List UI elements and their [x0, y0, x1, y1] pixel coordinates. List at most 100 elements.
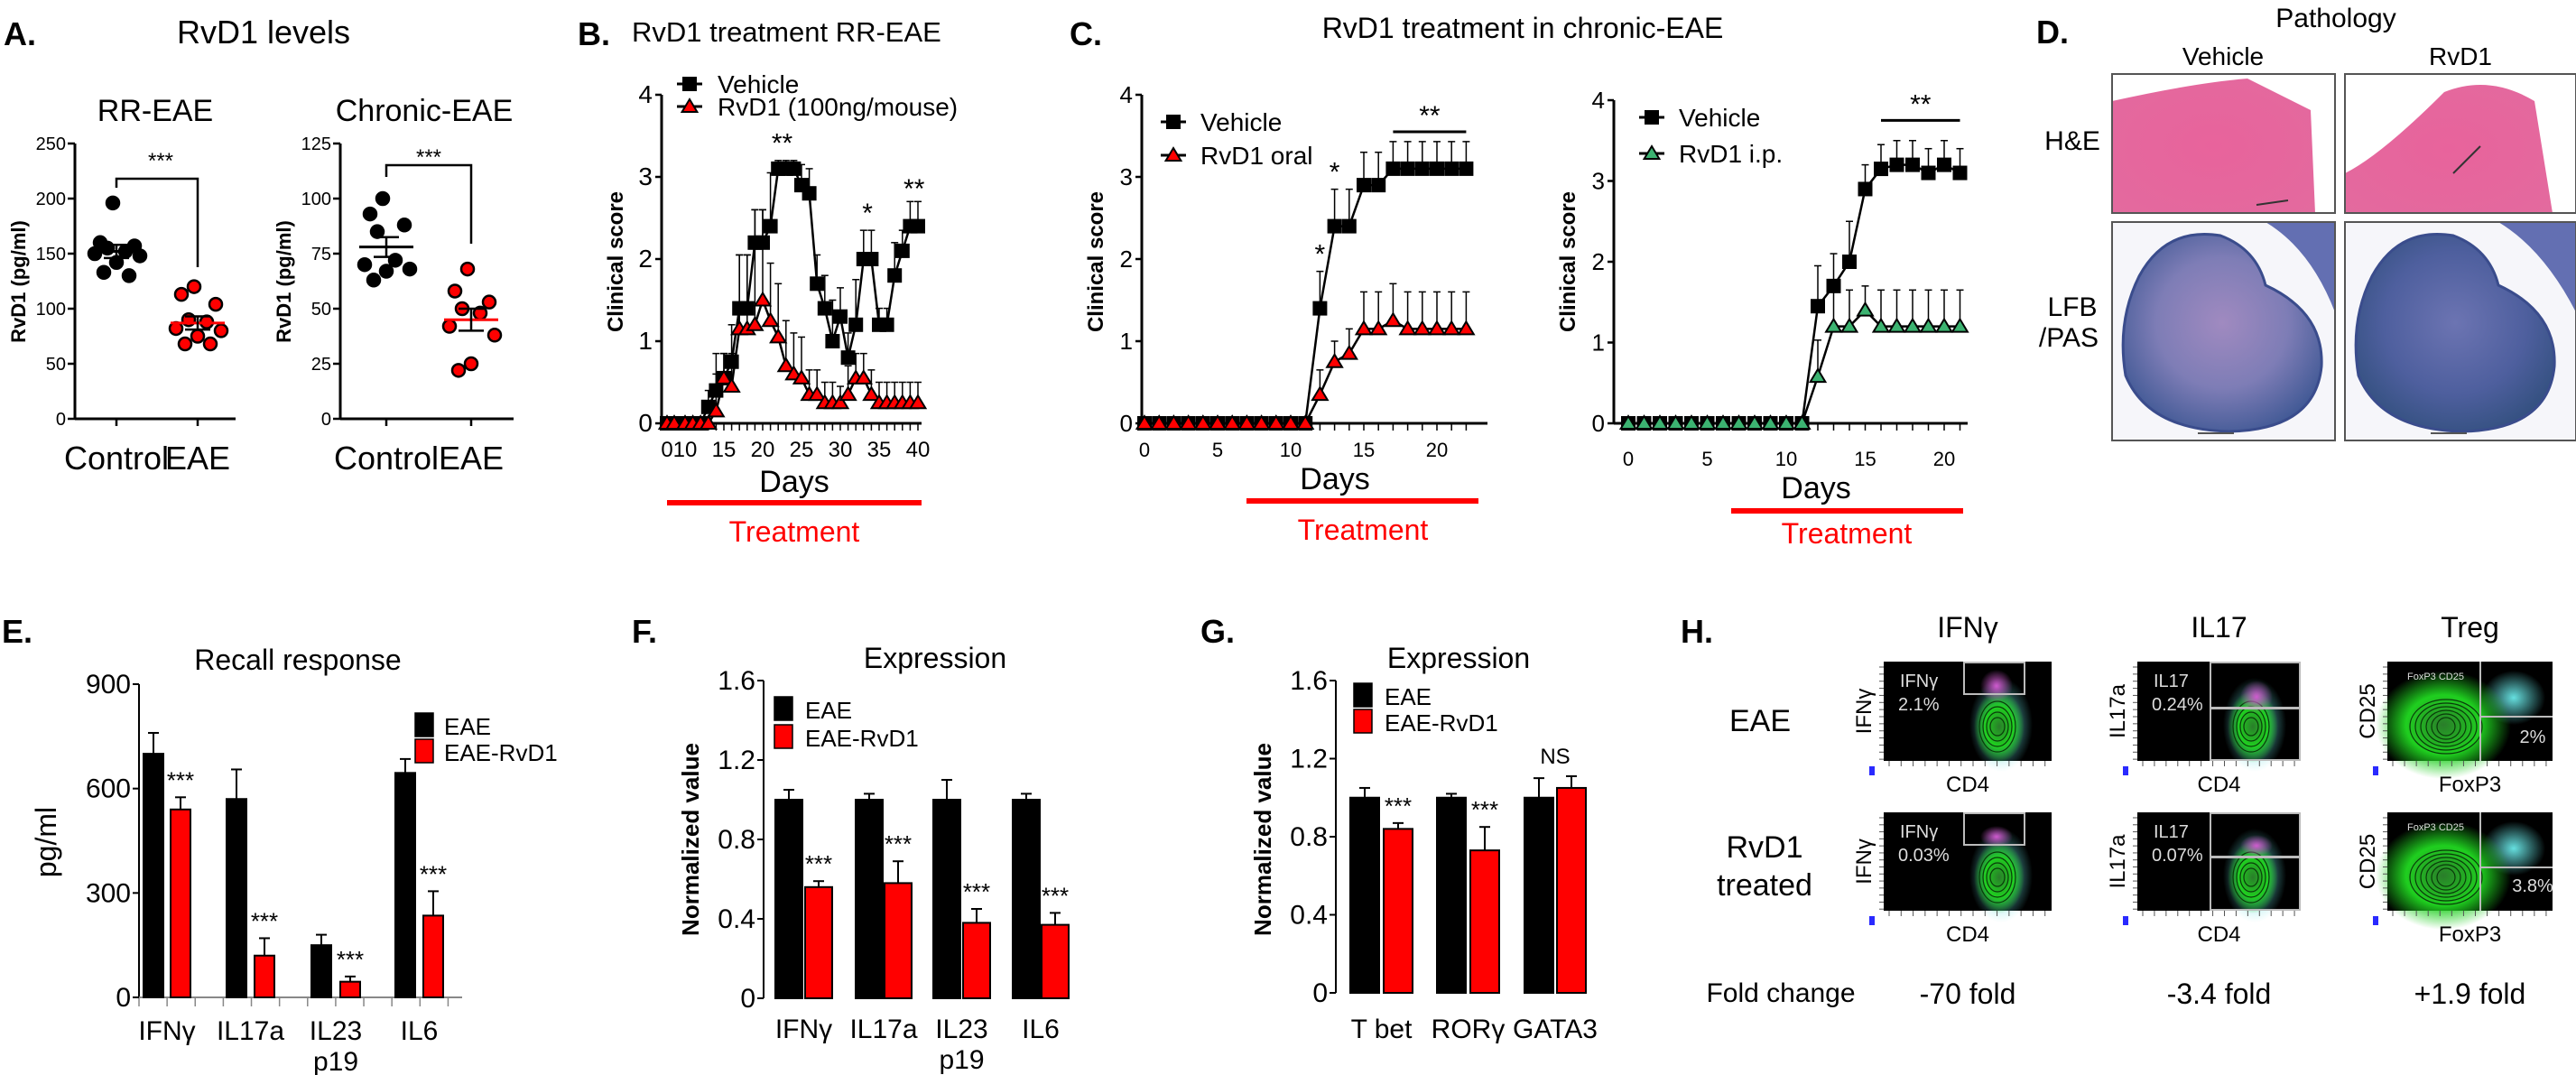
data-point-triangle: [1618, 414, 1638, 430]
contour-line: [2414, 853, 2478, 902]
data-point-triangle: [1666, 414, 1685, 430]
data-point-triangle: [839, 385, 857, 402]
chart-title: Expression: [1387, 642, 1530, 674]
data-point-triangle: [664, 414, 684, 430]
y-tick-label: 2: [638, 245, 653, 273]
contour-line: [2243, 717, 2259, 737]
x-tick-label: 0: [1623, 448, 1634, 470]
y-tick-label: 2: [1592, 248, 1605, 275]
significance-label: ***: [1042, 882, 1069, 909]
data-point-square: [1385, 161, 1401, 176]
y-tick-label: 50: [46, 355, 66, 375]
x-tick-label: 10: [1775, 448, 1797, 470]
bar: [884, 882, 913, 1000]
spinal-cord-section: [2121, 233, 2323, 433]
data-point-square: [1357, 178, 1371, 193]
data-point: [208, 296, 224, 312]
data-point: [96, 264, 112, 280]
data-point-triangle: [769, 328, 788, 344]
x-tick-label: IL17a: [217, 1016, 284, 1046]
x-tick-label: 15: [1353, 439, 1375, 461]
data-point-square: [1952, 165, 1968, 181]
data-point-square: [1842, 255, 1857, 269]
data-point-triangle: [1934, 317, 1954, 333]
y-tick-label: 0.8: [1290, 822, 1328, 852]
fold-change-value: +1.9 fold: [2414, 978, 2526, 1010]
x-tick-label: EAE: [439, 440, 504, 477]
data-point-square: [786, 161, 802, 176]
data-point: [177, 336, 193, 352]
data-point: [396, 218, 412, 233]
data-point-triangle: [1208, 414, 1228, 430]
data-point-triangle: [1682, 414, 1701, 430]
gated-population: [2240, 681, 2273, 713]
y-axis-label: Clinical score: [604, 191, 628, 332]
bar: [339, 980, 361, 999]
contour-line: [1989, 717, 2006, 737]
data-point-square: [840, 350, 856, 366]
chart-title: Recall response: [194, 644, 401, 676]
data-point-square: [1811, 299, 1825, 314]
gate-percent: 0.07%: [2152, 846, 2203, 866]
data-point-triangle: [1150, 414, 1169, 430]
y-tick-label: 125: [301, 134, 331, 154]
data-point-square: [1858, 181, 1873, 197]
contour-line: [1986, 711, 2009, 742]
data-point-triangle: [1776, 414, 1796, 430]
image-border: [2111, 221, 2336, 441]
data-point: [402, 261, 418, 277]
x-tick-label: 0: [1139, 439, 1150, 461]
treatment-label: Treatment: [1298, 514, 1429, 546]
significance-label: ***: [1385, 792, 1412, 820]
data-point-triangle: [1398, 320, 1417, 336]
data-point-triangle: [1339, 344, 1358, 360]
data-point-triangle: [699, 414, 718, 430]
pathology-column-label: Vehicle: [2182, 42, 2264, 70]
data-point: [105, 195, 121, 211]
data-point-square: [1414, 161, 1430, 176]
data-point-triangle: [1311, 385, 1330, 402]
data-point: [447, 283, 463, 299]
panel-a-title: RvD1 levels: [177, 14, 350, 51]
significance-bracket: [385, 163, 473, 244]
y-tick-label: 0: [56, 410, 66, 430]
bar: [310, 944, 332, 998]
flow-y-axis-label: IL17a: [2106, 683, 2130, 738]
y-axis-label: Normalized value: [677, 743, 704, 936]
gate-percent: 2.1%: [1898, 695, 1940, 715]
y-tick-label: 1.6: [1290, 666, 1328, 696]
data-point: [459, 261, 476, 277]
series-line: [1628, 163, 1961, 425]
data-point-square: [1327, 218, 1342, 234]
bone-fragment: [2266, 222, 2335, 312]
legend-label: EAE: [805, 697, 852, 724]
data-point: [366, 273, 382, 288]
y-tick-label: 1.2: [1290, 745, 1328, 774]
data-point-square: [1341, 218, 1357, 234]
flow-row-label: RvD1: [1726, 830, 1802, 865]
contour-line: [2436, 717, 2456, 737]
scale-bar: [2256, 199, 2289, 206]
flow-row-label: EAE: [1729, 704, 1791, 738]
data-point-triangle: [1856, 301, 1875, 317]
chart-title: RR-EAE: [97, 94, 213, 128]
legend-swatch: [414, 712, 434, 737]
legend-swatch: [774, 696, 793, 721]
axis-marker-icon: [2123, 916, 2128, 925]
he-stain-image-rvd1: [2344, 73, 2576, 214]
legend-label: RvD1 i.p.: [1679, 140, 1783, 168]
tissue-section: [2345, 85, 2553, 213]
y-tick-label: 250: [36, 134, 66, 154]
data-point-triangle: [714, 369, 734, 385]
data-point-triangle: [1296, 414, 1315, 430]
data-point: [173, 286, 190, 302]
data-point-triangle: [1761, 414, 1780, 430]
flow-column-title: IFNγ: [1937, 611, 1998, 644]
data-point-triangle: [1179, 414, 1198, 430]
data-point-triangle: [1252, 414, 1271, 430]
pathology-row-label: /PAS: [2039, 323, 2099, 353]
data-point-triangle: [1281, 414, 1301, 430]
y-tick-label: 75: [311, 245, 331, 264]
y-axis-label: Normalized value: [1249, 743, 1276, 936]
gate-label: IL17: [2154, 672, 2189, 691]
